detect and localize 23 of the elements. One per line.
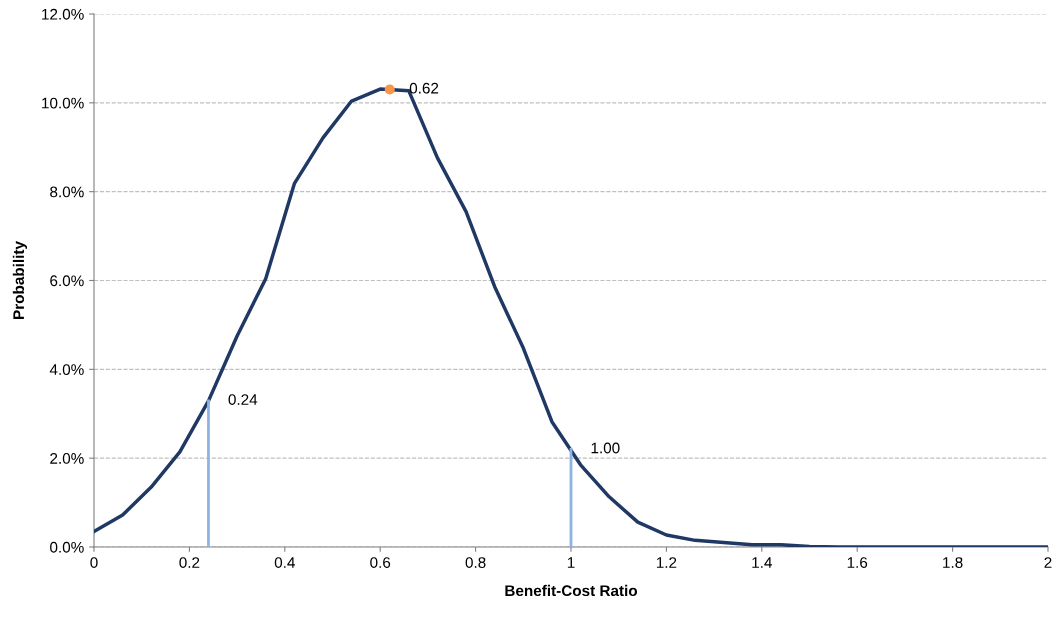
x-axis-title: Benefit-Cost Ratio bbox=[505, 584, 638, 597]
y-tick-label: 0.0% bbox=[50, 541, 84, 553]
y-tick-label: 2.0% bbox=[50, 453, 84, 464]
y-axis-title: Probability bbox=[12, 241, 28, 319]
x-tick-label: 0.2 bbox=[179, 557, 200, 568]
x-tick-label: 1 bbox=[567, 557, 575, 568]
annotation: 0.62 bbox=[409, 82, 439, 94]
y-tick-label: 10.0% bbox=[42, 97, 84, 109]
x-tick-label: 0.4 bbox=[274, 557, 295, 568]
x-tick-label: 1.4 bbox=[752, 557, 772, 568]
y-tick-label: 6.0% bbox=[50, 275, 84, 287]
x-tick-label: 1.6 bbox=[847, 557, 868, 568]
x-tick-label: 0.6 bbox=[370, 557, 391, 568]
x-tick-label: 0.8 bbox=[465, 557, 486, 568]
x-tick-label: 1.8 bbox=[943, 557, 963, 568]
x-tick-label: 0 bbox=[90, 557, 98, 568]
annotation: 1.00 bbox=[591, 442, 620, 454]
y-tick-label: 8.0% bbox=[50, 186, 84, 198]
y-tick-label: 12.0% bbox=[42, 8, 84, 20]
annotation: 0.24 bbox=[228, 394, 258, 405]
x-tick-label: 2 bbox=[1044, 557, 1052, 568]
y-tick-label: 4.0% bbox=[49, 364, 84, 376]
x-tick-label: 1.2 bbox=[656, 557, 677, 568]
